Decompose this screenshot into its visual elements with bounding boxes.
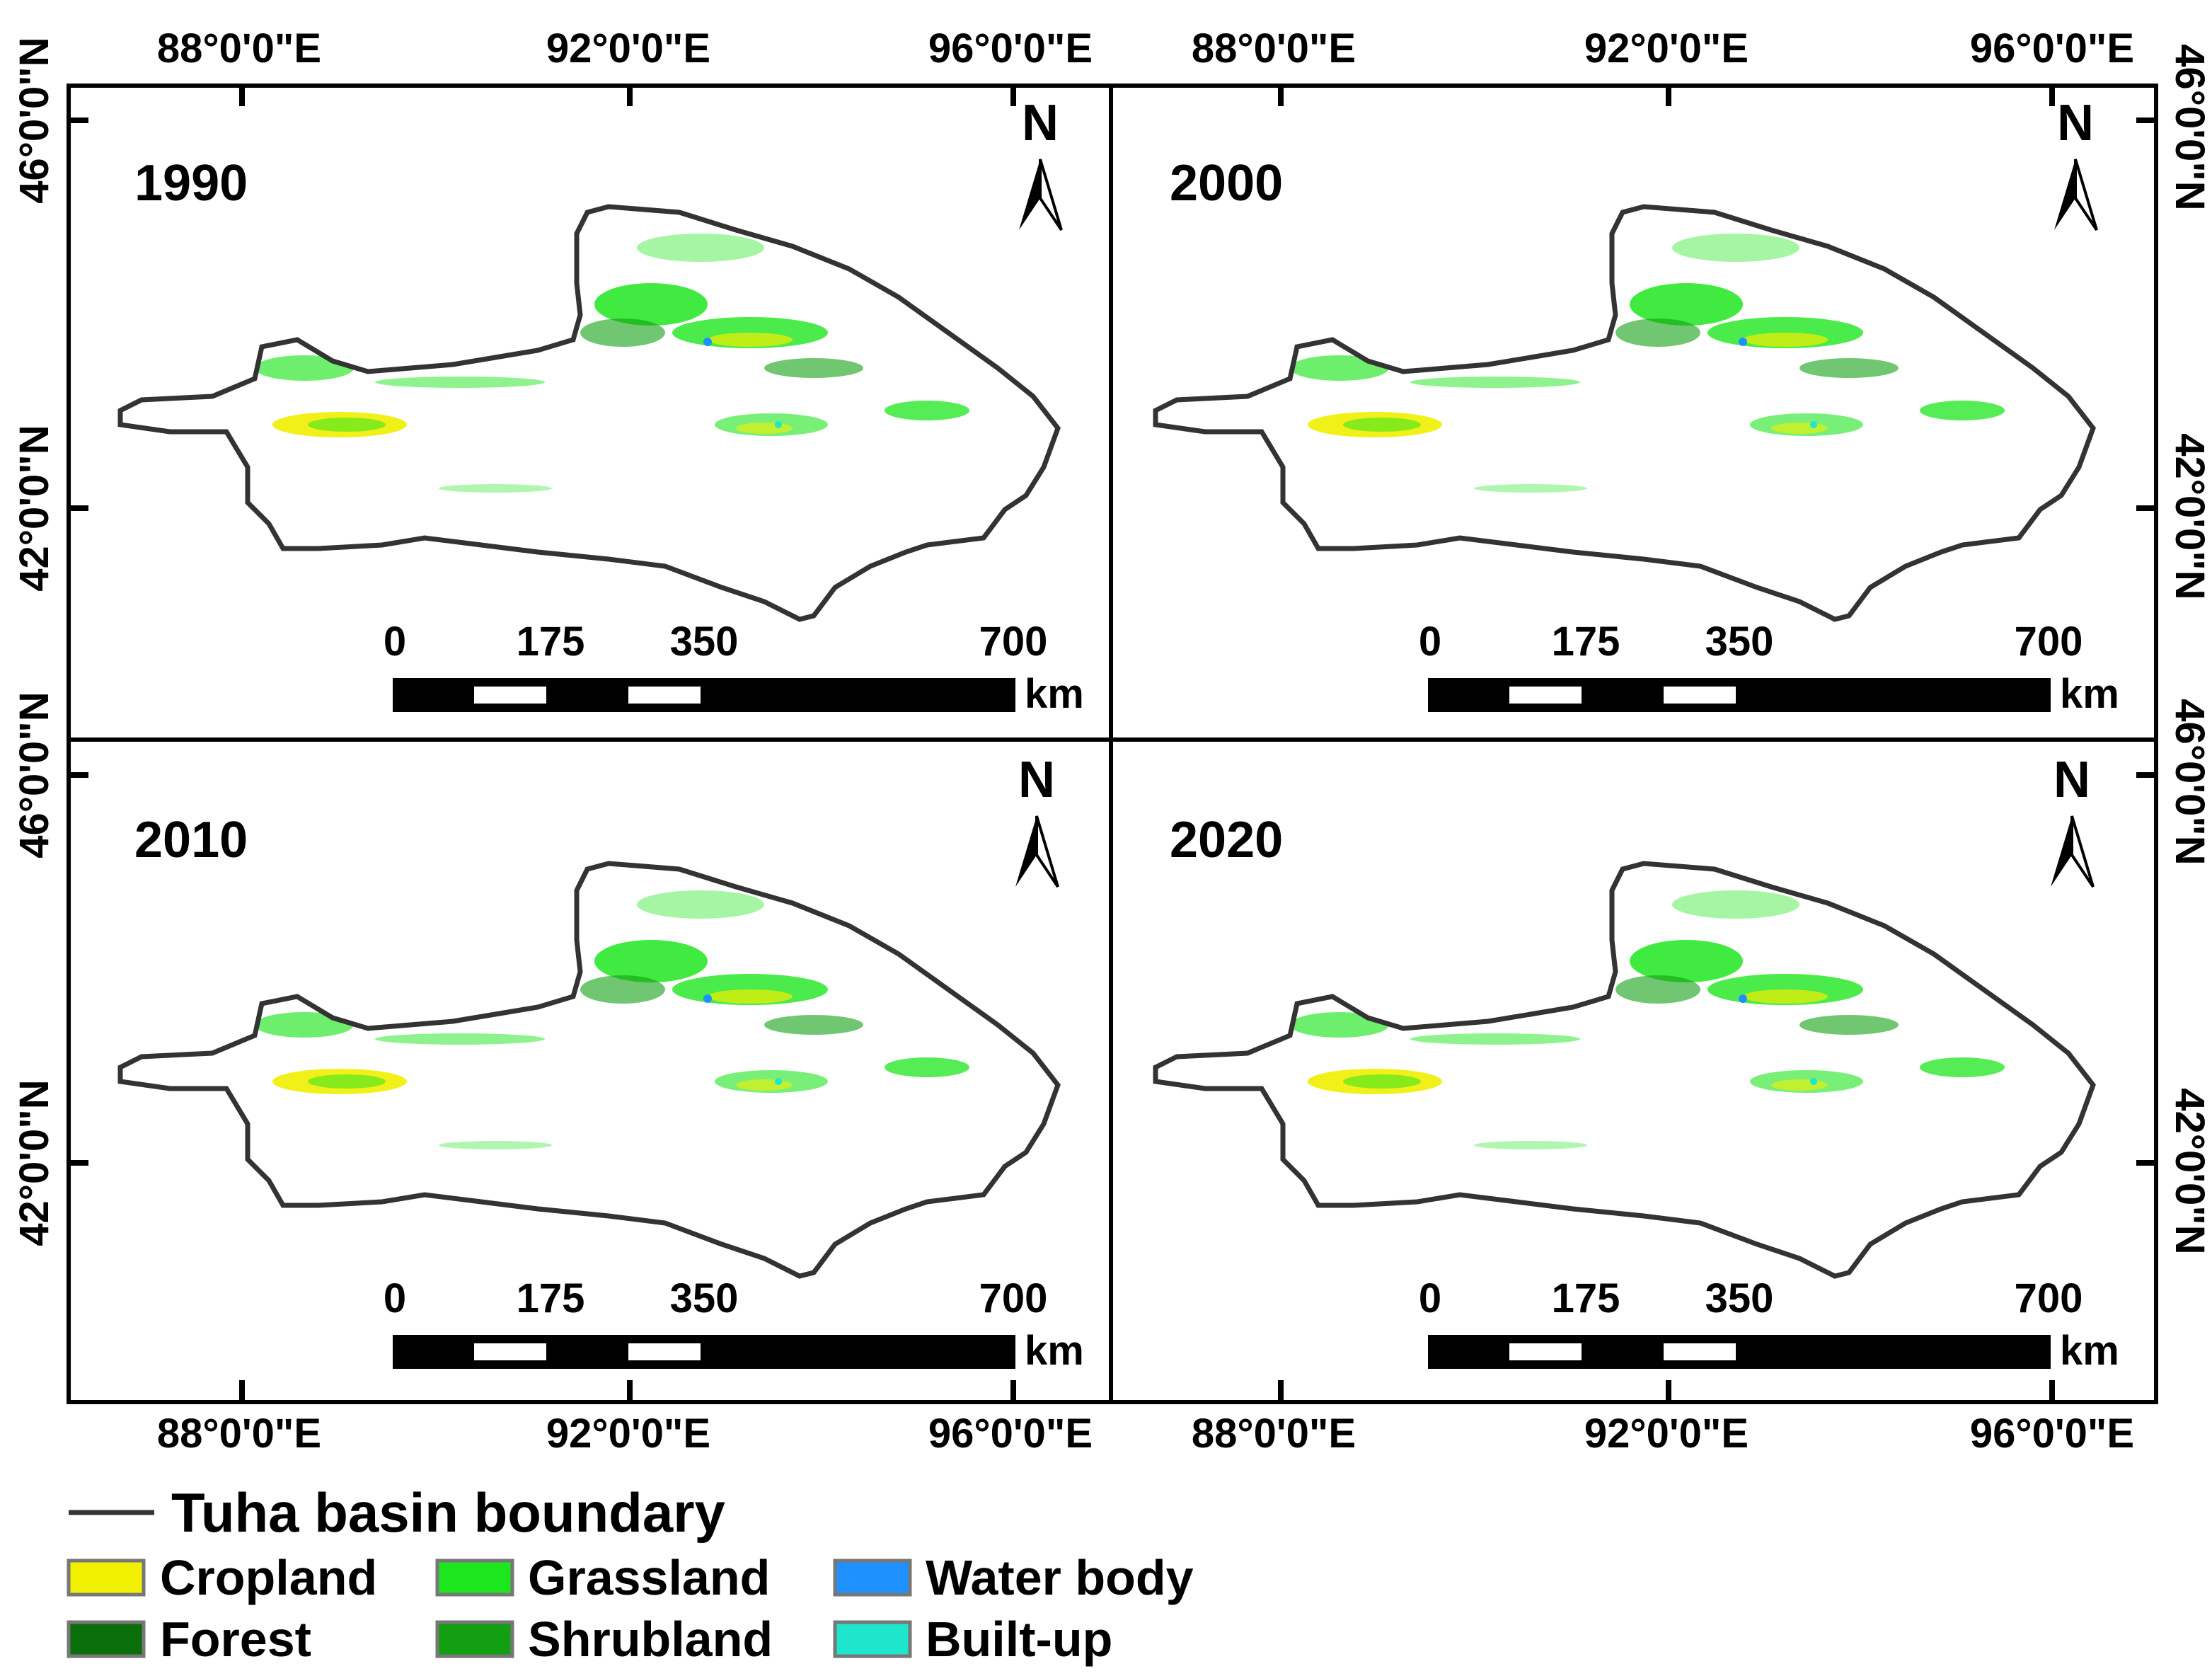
lon-label-96: 96°0'0"E bbox=[928, 1411, 1093, 1457]
legend-swatch-cropland bbox=[67, 1559, 146, 1597]
north-label: N bbox=[1022, 95, 1059, 151]
north-label: N bbox=[2053, 752, 2090, 808]
scale-tick-175: 175 bbox=[517, 1275, 585, 1321]
lon-label-96: 96°0'0"E bbox=[1970, 25, 2134, 71]
longitude-labels-top: 88°0'0"E 92°0'0"E 96°0'0"E 88°0'0"E 92°0… bbox=[157, 25, 2134, 71]
scale-tick-175: 175 bbox=[517, 619, 585, 665]
legend: Tuha basin boundary Cropland Forest Gras… bbox=[67, 1481, 1194, 1667]
scale-tick-175: 175 bbox=[1552, 1275, 1620, 1321]
legend-swatch-forest bbox=[67, 1620, 146, 1658]
legend-label-grassland: Grassland bbox=[528, 1550, 770, 1605]
north-arrow-icon bbox=[2053, 158, 2098, 231]
lat-label-42: 42°0'0"N bbox=[2167, 433, 2212, 599]
lat-label-42: 42°0'0"N bbox=[2167, 1088, 2212, 1254]
scale-tick-350: 350 bbox=[670, 619, 739, 665]
scale-bar: 0 175 350 700 km bbox=[384, 619, 1084, 717]
north-label: N bbox=[2057, 95, 2094, 151]
lon-label-88: 88°0'0"E bbox=[1192, 1411, 1356, 1457]
scale-tick-350: 350 bbox=[1705, 619, 1774, 665]
scale-tick-700: 700 bbox=[2015, 1275, 2083, 1321]
land-cover-layer bbox=[255, 890, 969, 1149]
scale-tick-0: 0 bbox=[384, 1275, 406, 1321]
legend-boundary-label: Tuha basin boundary bbox=[171, 1481, 725, 1544]
land-cover-layer bbox=[1290, 234, 2005, 493]
scale-tick-0: 0 bbox=[1419, 619, 1441, 665]
land-cover-layer bbox=[1290, 890, 2005, 1149]
lon-label-92: 92°0'0"E bbox=[546, 25, 710, 71]
latitude-labels-left: 46°0'0"N 42°0'0"N 46°0'0"N 42°0'0"N bbox=[11, 37, 57, 1246]
legend-swatch-built-up bbox=[833, 1620, 912, 1658]
scale-unit: km bbox=[2060, 671, 2119, 717]
panel-year-label: 1990 bbox=[134, 155, 248, 212]
legend-label-built-up: Built-up bbox=[926, 1612, 1112, 1667]
lon-label-88: 88°0'0"E bbox=[157, 1411, 321, 1457]
panel-year-label: 2020 bbox=[1170, 812, 1283, 868]
legend-swatch-water-body bbox=[833, 1559, 912, 1597]
scale-tick-700: 700 bbox=[979, 619, 1048, 665]
legend-swatch-grassland bbox=[435, 1559, 514, 1597]
panel-year-label: 2000 bbox=[1170, 155, 1283, 212]
map-panel-2010: 2010 N 0 175 350 700 km bbox=[120, 752, 1084, 1374]
lon-label-88: 88°0'0"E bbox=[1192, 25, 1356, 71]
lon-label-96: 96°0'0"E bbox=[928, 25, 1093, 71]
scale-tick-175: 175 bbox=[1552, 619, 1620, 665]
lon-label-88: 88°0'0"E bbox=[157, 25, 321, 71]
longitude-labels-bottom: 88°0'0"E 92°0'0"E 96°0'0"E 88°0'0"E 92°0… bbox=[157, 1411, 2134, 1457]
lat-label-46: 46°0'0"N bbox=[2167, 699, 2212, 865]
map-panel-1990: 1990 N 0 175 350 700 km bbox=[120, 95, 1084, 717]
north-arrow-icon bbox=[1018, 158, 1063, 231]
lon-label-92: 92°0'0"E bbox=[546, 1411, 710, 1457]
graticule-ticks bbox=[69, 86, 2156, 1402]
scale-tick-0: 0 bbox=[384, 619, 406, 665]
scale-bar: 0 175 350 700 km bbox=[1419, 1275, 2119, 1374]
scale-bar: 0 175 350 700 km bbox=[1419, 619, 2119, 717]
lon-label-92: 92°0'0"E bbox=[1584, 1411, 1749, 1457]
lon-label-96: 96°0'0"E bbox=[1970, 1411, 2134, 1457]
panel-year-label: 2010 bbox=[134, 812, 248, 868]
north-arrow-icon bbox=[1014, 815, 1059, 888]
land-cover-layer bbox=[255, 234, 969, 493]
scale-tick-0: 0 bbox=[1419, 1275, 1441, 1321]
scale-tick-700: 700 bbox=[979, 1275, 1048, 1321]
lat-label-46: 46°0'0"N bbox=[2167, 44, 2212, 210]
north-label: N bbox=[1018, 752, 1055, 808]
lon-label-92: 92°0'0"E bbox=[1584, 25, 1749, 71]
map-panel-2000: 2000 N 0 175 350 700 km bbox=[1156, 95, 2119, 717]
north-arrow-icon bbox=[2049, 815, 2095, 888]
lat-label-42: 42°0'0"N bbox=[11, 1079, 57, 1246]
legend-label-water-body: Water body bbox=[926, 1550, 1194, 1605]
lat-label-46: 46°0'0"N bbox=[11, 691, 57, 858]
scale-unit: km bbox=[1025, 1328, 1084, 1374]
legend-label-forest: Forest bbox=[160, 1612, 311, 1667]
scale-tick-350: 350 bbox=[1705, 1275, 1774, 1321]
scale-unit: km bbox=[1025, 671, 1084, 717]
lat-label-46: 46°0'0"N bbox=[11, 37, 57, 203]
scale-bar: 0 175 350 700 km bbox=[384, 1275, 1084, 1374]
lat-label-42: 42°0'0"N bbox=[11, 425, 57, 591]
scale-tick-350: 350 bbox=[670, 1275, 739, 1321]
legend-label-shrubland: Shrubland bbox=[528, 1612, 773, 1667]
map-panel-2020: 2020 N 0 175 350 700 km bbox=[1156, 752, 2119, 1374]
legend-label-cropland: Cropland bbox=[160, 1550, 377, 1605]
scale-tick-700: 700 bbox=[2015, 619, 2083, 665]
latitude-labels-right: 46°0'0"N 42°0'0"N 46°0'0"N 42°0'0"N bbox=[2167, 44, 2212, 1254]
scale-unit: km bbox=[2060, 1328, 2119, 1374]
legend-swatch-shrubland bbox=[435, 1620, 514, 1658]
